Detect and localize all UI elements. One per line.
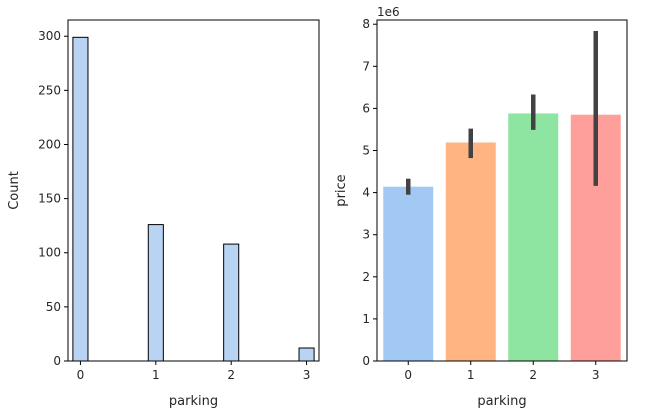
y-tick-label: 3	[362, 228, 370, 242]
y-tick-label: 7	[362, 59, 370, 73]
histogram-bar	[298, 347, 315, 362]
histogram-bar	[223, 243, 240, 362]
x-axis-label: parking	[477, 394, 526, 409]
price-bar	[383, 186, 434, 361]
y-tick-label: 0	[362, 354, 370, 368]
y-tick-label: 5	[362, 144, 370, 158]
x-tick-label: 1	[152, 368, 160, 382]
y-tick-label: 250	[38, 83, 61, 97]
y-tick-label: 50	[46, 300, 61, 314]
plot-frame	[376, 19, 628, 362]
x-tick-label: 0	[77, 368, 85, 382]
y-tick-label: 8	[362, 17, 370, 31]
y-tick-label: 2	[362, 270, 370, 284]
histogram-panel: 0 50 100 150 200 250 300 0 1 2 3 parking Count	[7, 19, 320, 409]
price-bar	[508, 113, 559, 361]
histogram-bar	[72, 36, 89, 362]
y-tick-label: 4	[362, 186, 370, 200]
y-tick-label: 0	[53, 354, 61, 368]
histogram-bar	[147, 224, 164, 362]
y-tick-label: 150	[38, 192, 61, 206]
y-tick-label: 1	[362, 312, 370, 326]
price-bar	[445, 142, 496, 361]
x-tick-label: 0	[404, 368, 412, 382]
y-tick-label: 300	[38, 29, 61, 43]
plot-frame	[67, 19, 320, 362]
x-tick-label: 2	[529, 368, 537, 382]
x-tick-label: 3	[592, 368, 600, 382]
y-tick-label: 6	[362, 101, 370, 115]
y-axis-label: Count	[7, 171, 22, 210]
x-tick-label: 2	[227, 368, 235, 382]
price-barplot-panel: 0 1 2 3 4 5 6 7 8 0 1 2 3 1e6 parking price	[334, 5, 628, 409]
y-offset-label: 1e6	[377, 5, 400, 19]
y-tick-label: 100	[38, 246, 61, 260]
y-tick-label: 200	[38, 137, 61, 151]
y-axis-label: price	[334, 174, 349, 206]
x-tick-label: 3	[303, 368, 311, 382]
x-axis-label: parking	[169, 394, 218, 409]
x-tick-label: 1	[467, 368, 475, 382]
